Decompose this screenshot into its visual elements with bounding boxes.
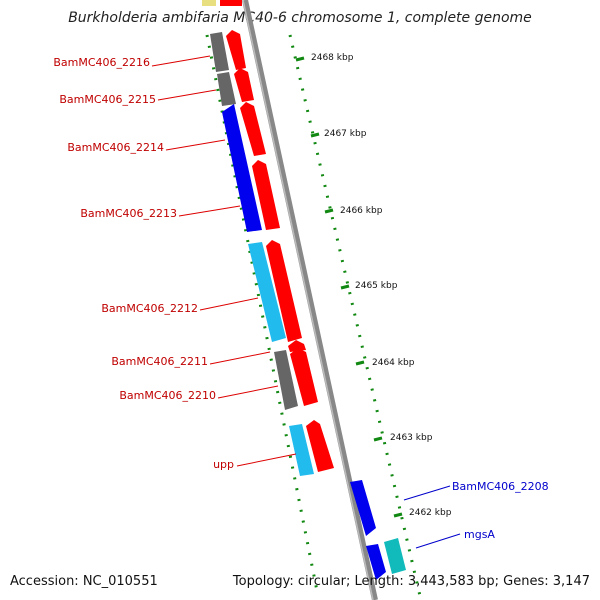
gene-upp[interactable]	[289, 424, 314, 476]
gene-label[interactable]: BamMC406_2214	[67, 141, 164, 154]
kbp-label: 2465 kbp	[355, 281, 398, 291]
gene-forward-5[interactable]	[290, 348, 318, 406]
gene-fragment-blue[interactable]	[366, 544, 386, 580]
gene-label[interactable]: BamMC406_2216	[53, 56, 150, 69]
gene-label[interactable]: BamMC406_2208	[452, 480, 549, 493]
kbp-tick	[310, 132, 320, 138]
kbp-tick	[324, 208, 334, 214]
gene-label[interactable]: BamMC406_2211	[111, 355, 208, 368]
genome-backbone	[242, 0, 378, 600]
kbp-tick	[393, 512, 403, 518]
gene-BamMC406_2210[interactable]	[274, 350, 298, 410]
gene-mgsA[interactable]	[384, 538, 406, 574]
leader-line	[199, 297, 259, 311]
gene-BamMC406_2208[interactable]	[350, 480, 376, 536]
genome-title: Burkholderia ambifaria MC40-6 chromosome…	[68, 10, 532, 26]
leader-line	[151, 55, 211, 67]
gene-label[interactable]: mgsA	[464, 528, 495, 541]
leader-line	[403, 485, 451, 501]
leader-line	[209, 351, 271, 365]
kbp-label: 2466 kbp	[340, 206, 383, 216]
outer-tick-track	[288, 34, 422, 597]
gene-label[interactable]: BamMC406_2213	[80, 207, 177, 220]
kbp-tick	[373, 436, 383, 442]
kbp-label: 2463 kbp	[390, 433, 433, 443]
kbp-tick	[340, 284, 350, 290]
gene-BamMC406_2215[interactable]	[217, 72, 236, 106]
kbp-label: 2464 kbp	[372, 358, 415, 368]
leader-line	[415, 533, 461, 549]
gene-BamMC406_2212[interactable]	[248, 242, 286, 342]
gene-BamMC406_2213[interactable]	[252, 160, 280, 230]
kbp-label: 2462 kbp	[409, 508, 452, 518]
gene-forward-6[interactable]	[306, 420, 334, 472]
gene-BamMC406_2211[interactable]	[288, 340, 306, 352]
partial-gene-top-yellow	[202, 0, 216, 6]
gene-forward-4[interactable]	[266, 240, 302, 342]
gene-label[interactable]: BamMC406_2212	[101, 302, 198, 315]
leader-line	[217, 385, 279, 399]
leader-line	[165, 139, 226, 151]
partial-gene-top-red	[220, 0, 242, 6]
kbp-tick	[295, 56, 305, 62]
gene-label[interactable]: BamMC406_2215	[59, 93, 156, 106]
gene-forward-3[interactable]	[240, 102, 266, 156]
gene-label[interactable]: upp	[213, 458, 234, 471]
gene-forward-1[interactable]	[226, 30, 246, 70]
kbp-label: 2467 kbp	[324, 129, 367, 139]
gene-forward-2[interactable]	[234, 68, 254, 102]
accession-info: Accession: NC_010551	[10, 574, 158, 589]
gene-BamMC406_2216[interactable]	[210, 32, 229, 72]
leader-line	[178, 205, 241, 217]
leader-line	[157, 89, 217, 101]
topology-info: Topology: circular; Length: 3,443,583 bp…	[232, 574, 590, 589]
leader-line	[236, 453, 297, 467]
genome-backbone-highlight	[242, 0, 374, 600]
gene-BamMC406_2214[interactable]	[222, 104, 262, 232]
kbp-label: 2468 kbp	[311, 53, 354, 63]
kbp-tick	[355, 360, 365, 366]
gene-label[interactable]: BamMC406_2210	[119, 389, 216, 402]
